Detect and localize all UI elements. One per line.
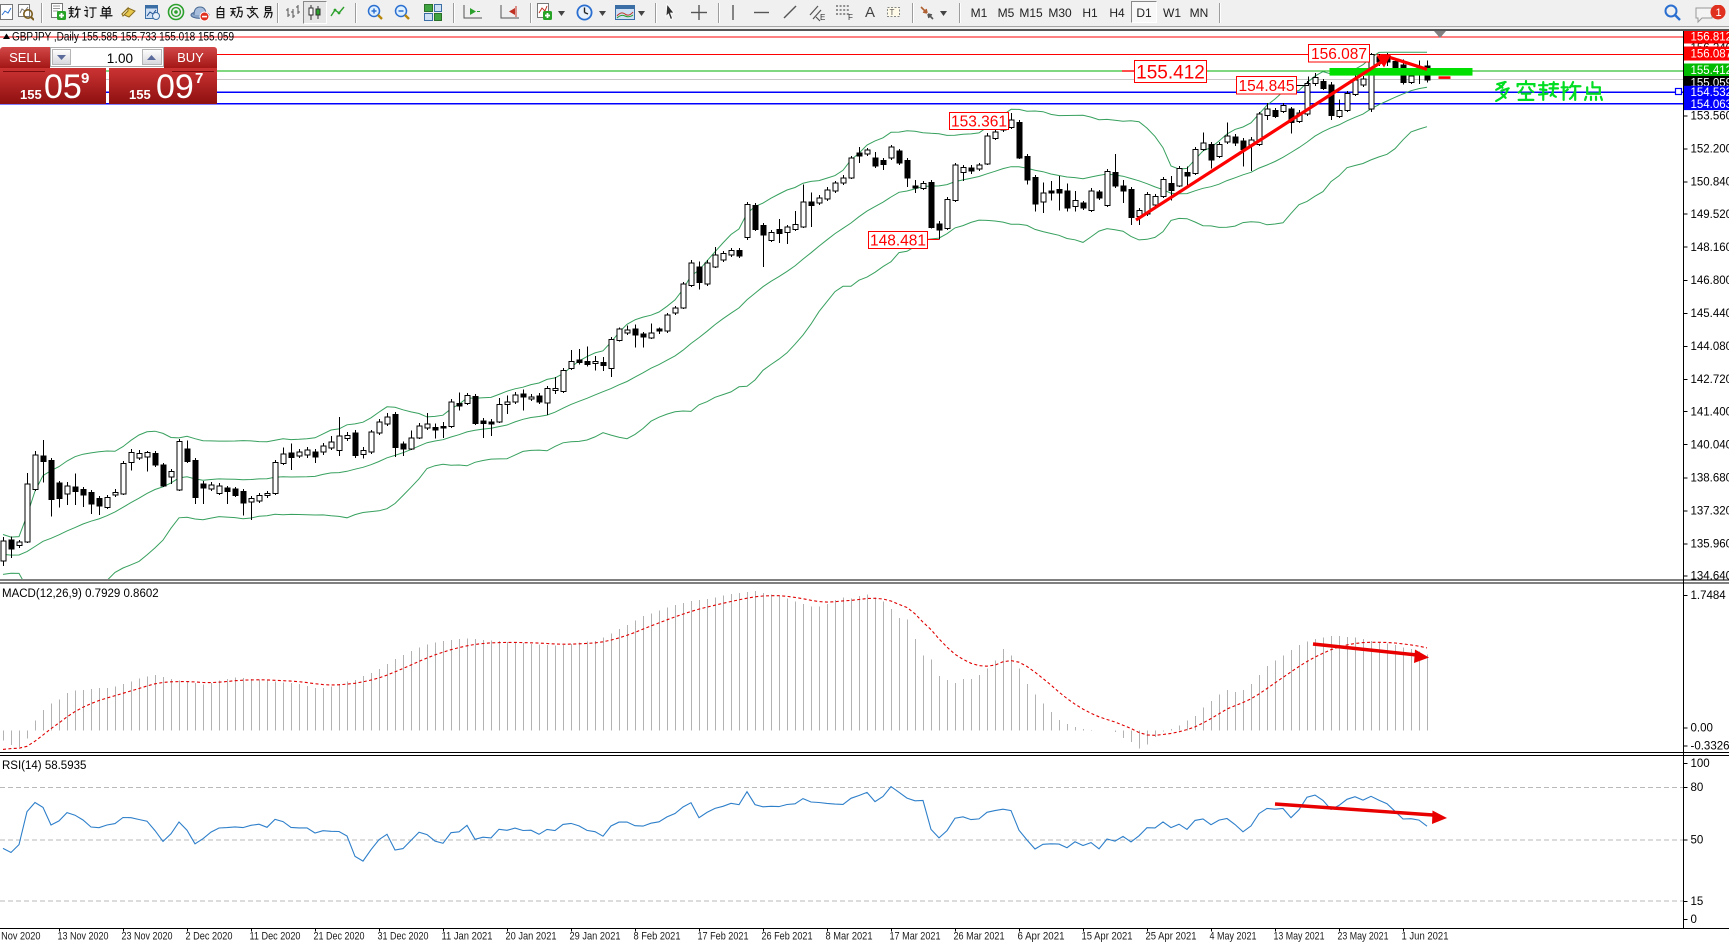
svg-text:100: 100 xyxy=(1691,758,1710,770)
svg-text:146.800: 146.800 xyxy=(1691,275,1729,287)
svg-text:154.063: 154.063 xyxy=(1691,99,1729,111)
svg-text:2 Dec 2020: 2 Dec 2020 xyxy=(186,931,233,943)
svg-text:148.160: 148.160 xyxy=(1691,242,1729,254)
svg-text:150.840: 150.840 xyxy=(1691,177,1729,189)
svg-text:141.400: 141.400 xyxy=(1691,406,1729,418)
svg-text:31 Dec 2020: 31 Dec 2020 xyxy=(378,931,429,943)
svg-text:15 Apr 2021: 15 Apr 2021 xyxy=(1082,931,1133,943)
svg-text:1.7484: 1.7484 xyxy=(1691,590,1727,602)
svg-text:1: 1 xyxy=(1716,7,1722,19)
svg-text:145.440: 145.440 xyxy=(1691,308,1729,320)
svg-text:0.00: 0.00 xyxy=(1691,723,1713,735)
svg-text:137.320: 137.320 xyxy=(1691,505,1729,517)
svg-text:4 May 2021: 4 May 2021 xyxy=(1210,931,1257,943)
svg-text:GBPJPY ,Daily 155.585 155.733: GBPJPY ,Daily 155.585 155.733 155.018 15… xyxy=(12,32,234,44)
svg-text:155.412: 155.412 xyxy=(1136,62,1205,83)
svg-text:26 Feb 2021: 26 Feb 2021 xyxy=(762,931,813,943)
svg-text:153.361: 153.361 xyxy=(951,114,1007,131)
svg-text:6 Apr 2021: 6 Apr 2021 xyxy=(1018,931,1065,943)
svg-text:F: F xyxy=(848,13,853,22)
svg-text:154.532: 154.532 xyxy=(1691,87,1729,99)
svg-text:142.720: 142.720 xyxy=(1691,374,1729,386)
svg-text:11 Jan 2021: 11 Jan 2021 xyxy=(442,931,493,943)
svg-text:23 May 2021: 23 May 2021 xyxy=(1338,931,1389,943)
svg-text:134.640: 134.640 xyxy=(1691,571,1729,583)
svg-text:17 Mar 2021: 17 Mar 2021 xyxy=(890,931,941,943)
svg-text:138.680: 138.680 xyxy=(1691,472,1729,484)
svg-text:E: E xyxy=(820,13,825,22)
svg-text:153.560: 153.560 xyxy=(1691,111,1729,123)
svg-text:26 Mar 2021: 26 Mar 2021 xyxy=(954,931,1005,943)
svg-text:29 Jan 2021: 29 Jan 2021 xyxy=(570,931,621,943)
svg-text:155.412: 155.412 xyxy=(1691,65,1729,77)
svg-text:80: 80 xyxy=(1691,782,1704,794)
svg-text:T: T xyxy=(890,8,895,17)
svg-text:144.080: 144.080 xyxy=(1691,341,1729,353)
svg-text:20 Jan 2021: 20 Jan 2021 xyxy=(506,931,557,943)
svg-text:135.960: 135.960 xyxy=(1691,539,1729,551)
svg-text:156.087: 156.087 xyxy=(1311,46,1367,63)
svg-text:13 Nov 2020: 13 Nov 2020 xyxy=(58,931,109,943)
svg-text:15: 15 xyxy=(1691,896,1704,908)
svg-text:23 Nov 2020: 23 Nov 2020 xyxy=(122,931,173,943)
svg-text:149.520: 149.520 xyxy=(1691,209,1729,221)
svg-text:50: 50 xyxy=(1691,835,1704,847)
svg-text:4 Nov 2020: 4 Nov 2020 xyxy=(0,931,41,943)
svg-text:25 Apr 2021: 25 Apr 2021 xyxy=(1146,931,1197,943)
svg-text:156.812: 156.812 xyxy=(1691,32,1729,44)
svg-text:140.040: 140.040 xyxy=(1691,439,1729,451)
svg-text:17 Feb 2021: 17 Feb 2021 xyxy=(698,931,749,943)
svg-text:1 Jun 2021: 1 Jun 2021 xyxy=(1402,931,1449,943)
svg-text:11 Dec 2020: 11 Dec 2020 xyxy=(250,931,301,943)
svg-text:154.845: 154.845 xyxy=(1238,78,1294,95)
svg-text:13 May 2021: 13 May 2021 xyxy=(1274,931,1325,943)
svg-text:156.087: 156.087 xyxy=(1691,49,1729,61)
svg-text:148.481: 148.481 xyxy=(870,233,926,250)
svg-text:-0.3326: -0.3326 xyxy=(1691,741,1729,753)
svg-text:RSI(14) 58.5935: RSI(14) 58.5935 xyxy=(2,760,86,772)
svg-text:8 Mar 2021: 8 Mar 2021 xyxy=(826,931,873,943)
svg-text:21 Dec 2020: 21 Dec 2020 xyxy=(314,931,365,943)
svg-text:8 Feb 2021: 8 Feb 2021 xyxy=(634,931,681,943)
svg-text:MACD(12,26,9) 0.7929 0.8602: MACD(12,26,9) 0.7929 0.8602 xyxy=(2,588,159,600)
svg-text:0: 0 xyxy=(1691,914,1697,926)
svg-text:152.200: 152.200 xyxy=(1691,144,1729,156)
